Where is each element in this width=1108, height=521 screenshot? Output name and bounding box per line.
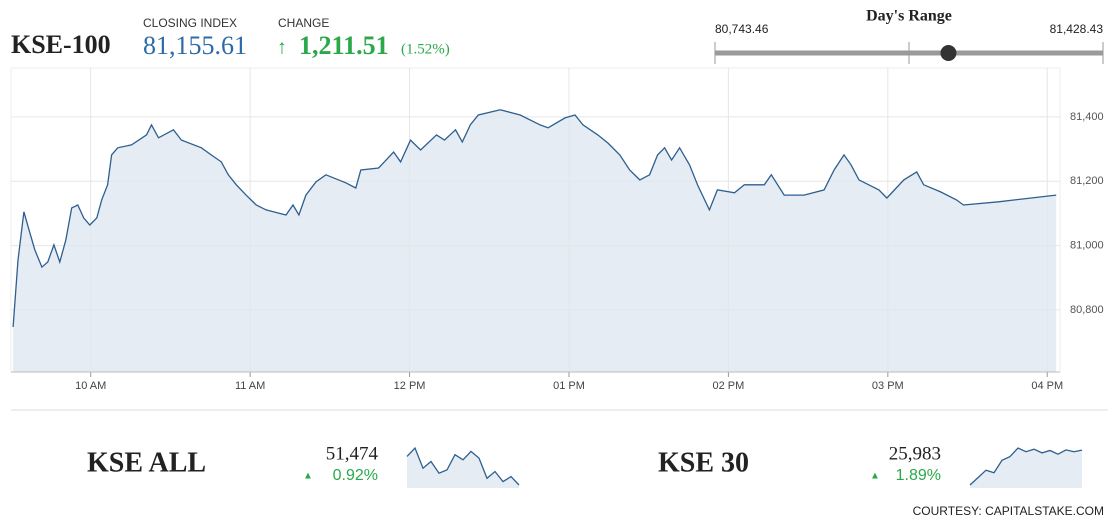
y-tick-label: 81,000	[1070, 239, 1104, 251]
mini-last: 51,474	[326, 443, 379, 464]
area	[407, 448, 519, 488]
area	[13, 109, 1057, 373]
closing-value: 81,155.61	[143, 31, 247, 60]
mini-title: KSE 30	[658, 447, 749, 478]
line	[969, 447, 1083, 486]
x-tick-label: 02 PM	[713, 380, 745, 392]
change-label: CHANGE	[278, 16, 329, 30]
x-tick-label: 12 PM	[394, 380, 426, 392]
line	[406, 446, 520, 486]
mini-arrow: ▲	[870, 471, 880, 482]
range-max: 81,428.43	[1050, 22, 1104, 36]
courtesy: COURTESY: CAPITALSTAKE.COM	[913, 504, 1104, 518]
y-tick-label: 80,800	[1070, 304, 1104, 316]
mini-title: KSE ALL	[87, 447, 206, 478]
mini-change: 0.92%	[333, 467, 378, 484]
mini-last: 25,983	[889, 443, 941, 464]
change-value: 1,211.51	[299, 31, 389, 60]
y-tick-label: 81,200	[1070, 175, 1104, 187]
area	[970, 448, 1082, 488]
mini-change: 1.89%	[896, 467, 941, 484]
x-tick-label: 03 PM	[872, 380, 904, 392]
x-tick-label: 01 PM	[553, 380, 585, 392]
range-marker	[940, 45, 957, 61]
closing-label: CLOSING INDEX	[143, 16, 237, 30]
y-tick-label: 81,400	[1070, 111, 1104, 123]
range-title: Day's Range	[866, 8, 952, 25]
x-tick-label: 11 AM	[235, 380, 265, 392]
mini-arrow: ▲	[303, 471, 313, 482]
x-tick-label: 10 AM	[75, 380, 106, 392]
x-tick-label: 04 PM	[1031, 380, 1063, 392]
range-min: 80,743.46	[715, 22, 769, 36]
index-name: KSE-100	[11, 30, 111, 59]
change-percent: (1.52%)	[401, 41, 450, 57]
change-arrow: ↑	[277, 36, 287, 58]
line	[12, 109, 1057, 328]
